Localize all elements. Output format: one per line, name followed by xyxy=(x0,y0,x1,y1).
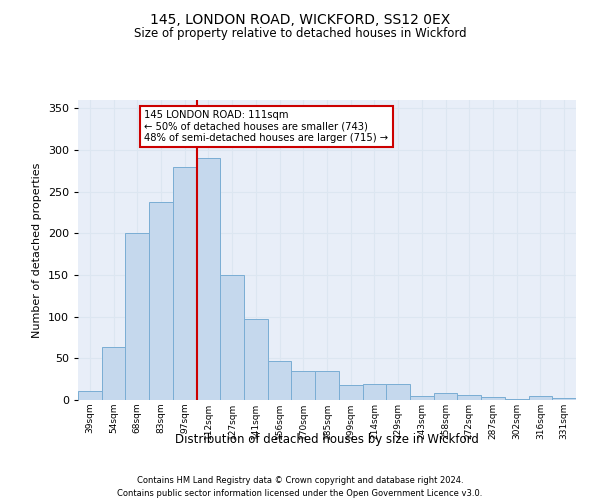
Text: Distribution of detached houses by size in Wickford: Distribution of detached houses by size … xyxy=(175,432,479,446)
Bar xyxy=(125,234,149,400)
Text: Size of property relative to detached houses in Wickford: Size of property relative to detached ho… xyxy=(134,28,466,40)
Bar xyxy=(552,398,576,400)
Bar xyxy=(173,166,197,400)
Text: Contains HM Land Registry data © Crown copyright and database right 2024.: Contains HM Land Registry data © Crown c… xyxy=(137,476,463,485)
Bar xyxy=(529,396,552,400)
Bar xyxy=(197,158,220,400)
Bar xyxy=(102,346,125,400)
Bar xyxy=(268,361,292,400)
Y-axis label: Number of detached properties: Number of detached properties xyxy=(32,162,42,338)
Text: 145, LONDON ROAD, WICKFORD, SS12 0EX: 145, LONDON ROAD, WICKFORD, SS12 0EX xyxy=(150,12,450,26)
Bar xyxy=(410,396,434,400)
Bar xyxy=(78,391,102,400)
Bar xyxy=(292,371,315,400)
Bar xyxy=(244,319,268,400)
Text: 145 LONDON ROAD: 111sqm
← 50% of detached houses are smaller (743)
48% of semi-d: 145 LONDON ROAD: 111sqm ← 50% of detache… xyxy=(145,110,389,143)
Bar xyxy=(315,371,339,400)
Bar xyxy=(481,396,505,400)
Bar xyxy=(434,394,457,400)
Text: Contains public sector information licensed under the Open Government Licence v3: Contains public sector information licen… xyxy=(118,489,482,498)
Bar xyxy=(457,395,481,400)
Bar xyxy=(505,399,529,400)
Bar xyxy=(386,384,410,400)
Bar xyxy=(149,202,173,400)
Bar xyxy=(362,384,386,400)
Bar xyxy=(339,385,362,400)
Bar xyxy=(220,275,244,400)
